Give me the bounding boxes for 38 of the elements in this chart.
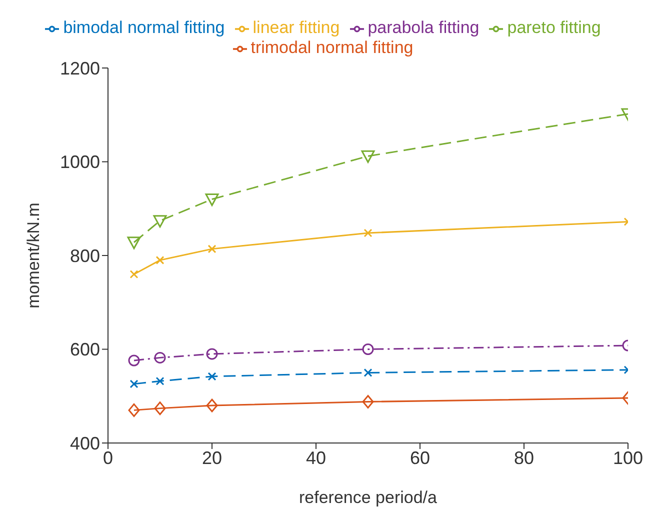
point bbox=[364, 368, 372, 377]
x-tick-label: 60 bbox=[410, 448, 430, 468]
point bbox=[206, 398, 218, 412]
point bbox=[362, 395, 374, 408]
point bbox=[130, 270, 138, 278]
point bbox=[127, 236, 141, 250]
y-tick-label: 1000 bbox=[60, 152, 100, 172]
point bbox=[362, 344, 374, 355]
point bbox=[154, 352, 166, 364]
point bbox=[361, 150, 375, 163]
y-axis-title: moment/kN.m bbox=[24, 202, 44, 308]
x-tick-label: 20 bbox=[202, 448, 222, 468]
point bbox=[156, 256, 164, 264]
point bbox=[153, 215, 167, 228]
legend-label: linear fitting bbox=[252, 18, 340, 37]
point bbox=[205, 194, 219, 206]
x-tick-label: 80 bbox=[514, 448, 534, 468]
y-tick-label: 1200 bbox=[60, 58, 100, 78]
legend-label: parabola fitting bbox=[368, 18, 480, 37]
point bbox=[128, 403, 140, 417]
point bbox=[208, 372, 216, 381]
point bbox=[364, 228, 372, 238]
y-tick-label: 600 bbox=[70, 340, 100, 360]
y-tick-label: 800 bbox=[70, 246, 100, 266]
point bbox=[128, 354, 140, 366]
legend-label: trimodal normal fitting bbox=[250, 38, 414, 57]
legend-label: bimodal normal fitting bbox=[63, 18, 225, 37]
point bbox=[130, 380, 138, 388]
x-axis-title: reference period/a bbox=[299, 488, 438, 507]
legend-label: pareto fitting bbox=[507, 18, 601, 37]
point bbox=[206, 348, 218, 360]
x-tick-label: 40 bbox=[306, 448, 326, 468]
point bbox=[154, 402, 166, 416]
x-tick-label: 100 bbox=[612, 448, 644, 468]
point bbox=[208, 244, 216, 254]
point bbox=[156, 376, 164, 386]
x-tick-label: 0 bbox=[102, 448, 114, 468]
y-tick-label: 400 bbox=[70, 433, 100, 454]
